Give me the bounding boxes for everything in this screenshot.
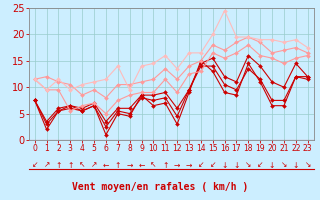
Text: ↘: ↘ [281, 160, 287, 170]
Text: ↘: ↘ [304, 160, 311, 170]
Text: ↗: ↗ [91, 160, 97, 170]
Text: ↖: ↖ [79, 160, 85, 170]
Text: ↓: ↓ [292, 160, 299, 170]
Text: ↑: ↑ [55, 160, 62, 170]
Text: ↙: ↙ [198, 160, 204, 170]
Text: ↑: ↑ [162, 160, 168, 170]
Text: ↖: ↖ [150, 160, 156, 170]
Text: →: → [186, 160, 192, 170]
Text: ↙: ↙ [210, 160, 216, 170]
Text: →: → [126, 160, 133, 170]
Text: ←: ← [138, 160, 145, 170]
Text: ↓: ↓ [233, 160, 240, 170]
Text: ↙: ↙ [257, 160, 263, 170]
Text: ←: ← [103, 160, 109, 170]
Text: ↗: ↗ [44, 160, 50, 170]
Text: Vent moyen/en rafales ( km/h ): Vent moyen/en rafales ( km/h ) [72, 182, 248, 192]
Text: ↑: ↑ [67, 160, 74, 170]
Text: ↙: ↙ [32, 160, 38, 170]
Text: ↘: ↘ [245, 160, 252, 170]
Text: ↑: ↑ [115, 160, 121, 170]
Text: →: → [174, 160, 180, 170]
Text: ↓: ↓ [269, 160, 275, 170]
Text: ↓: ↓ [221, 160, 228, 170]
